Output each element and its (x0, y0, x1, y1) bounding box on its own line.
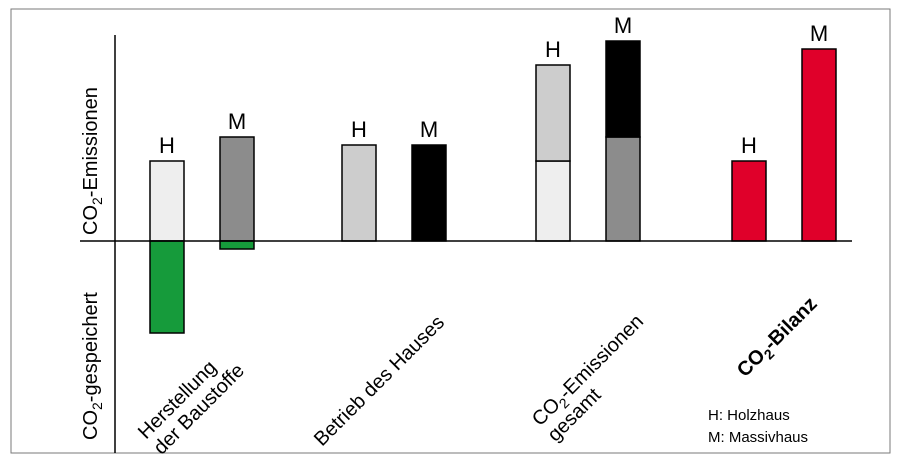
bar-key-label: M (614, 13, 632, 38)
bar-segment-h (535, 160, 571, 242)
y-axis-label-emissions: CO2-Emissionen (80, 87, 105, 235)
bar-key-label: H (545, 37, 561, 62)
bar-segment-m (219, 136, 255, 242)
bar-key-label: M (810, 21, 828, 46)
bars: H M H M H M H M (149, 13, 837, 334)
bar-segment-h (341, 144, 377, 242)
y-axis-label-stored: CO2-gespeichert (80, 292, 105, 440)
bar-segment-m (801, 48, 837, 242)
bar-segment-m (605, 40, 641, 138)
bar-key-label: M (228, 109, 246, 134)
bar-segment-h (149, 160, 185, 242)
bar-segment-h (535, 64, 571, 162)
bar-key-label: H (741, 133, 757, 158)
bar-segment-m (605, 136, 641, 242)
legend: H: Holzhaus M: Massivhaus (708, 407, 808, 446)
bar-segment-h (149, 240, 185, 334)
legend-item-m: M: Massivhaus (708, 429, 808, 446)
y-axis-label: CO2-Emissionen CO2-gespeichert (80, 87, 105, 440)
bar-key-label: M (420, 117, 438, 142)
bar-segment-m (411, 144, 447, 242)
bar-segment-m (219, 240, 255, 250)
legend-item-h: H: Holzhaus (708, 407, 790, 424)
bar-key-label: H (351, 117, 367, 142)
bar-key-label: H (159, 133, 175, 158)
bar-segment-h (731, 160, 767, 242)
axes (80, 35, 852, 453)
